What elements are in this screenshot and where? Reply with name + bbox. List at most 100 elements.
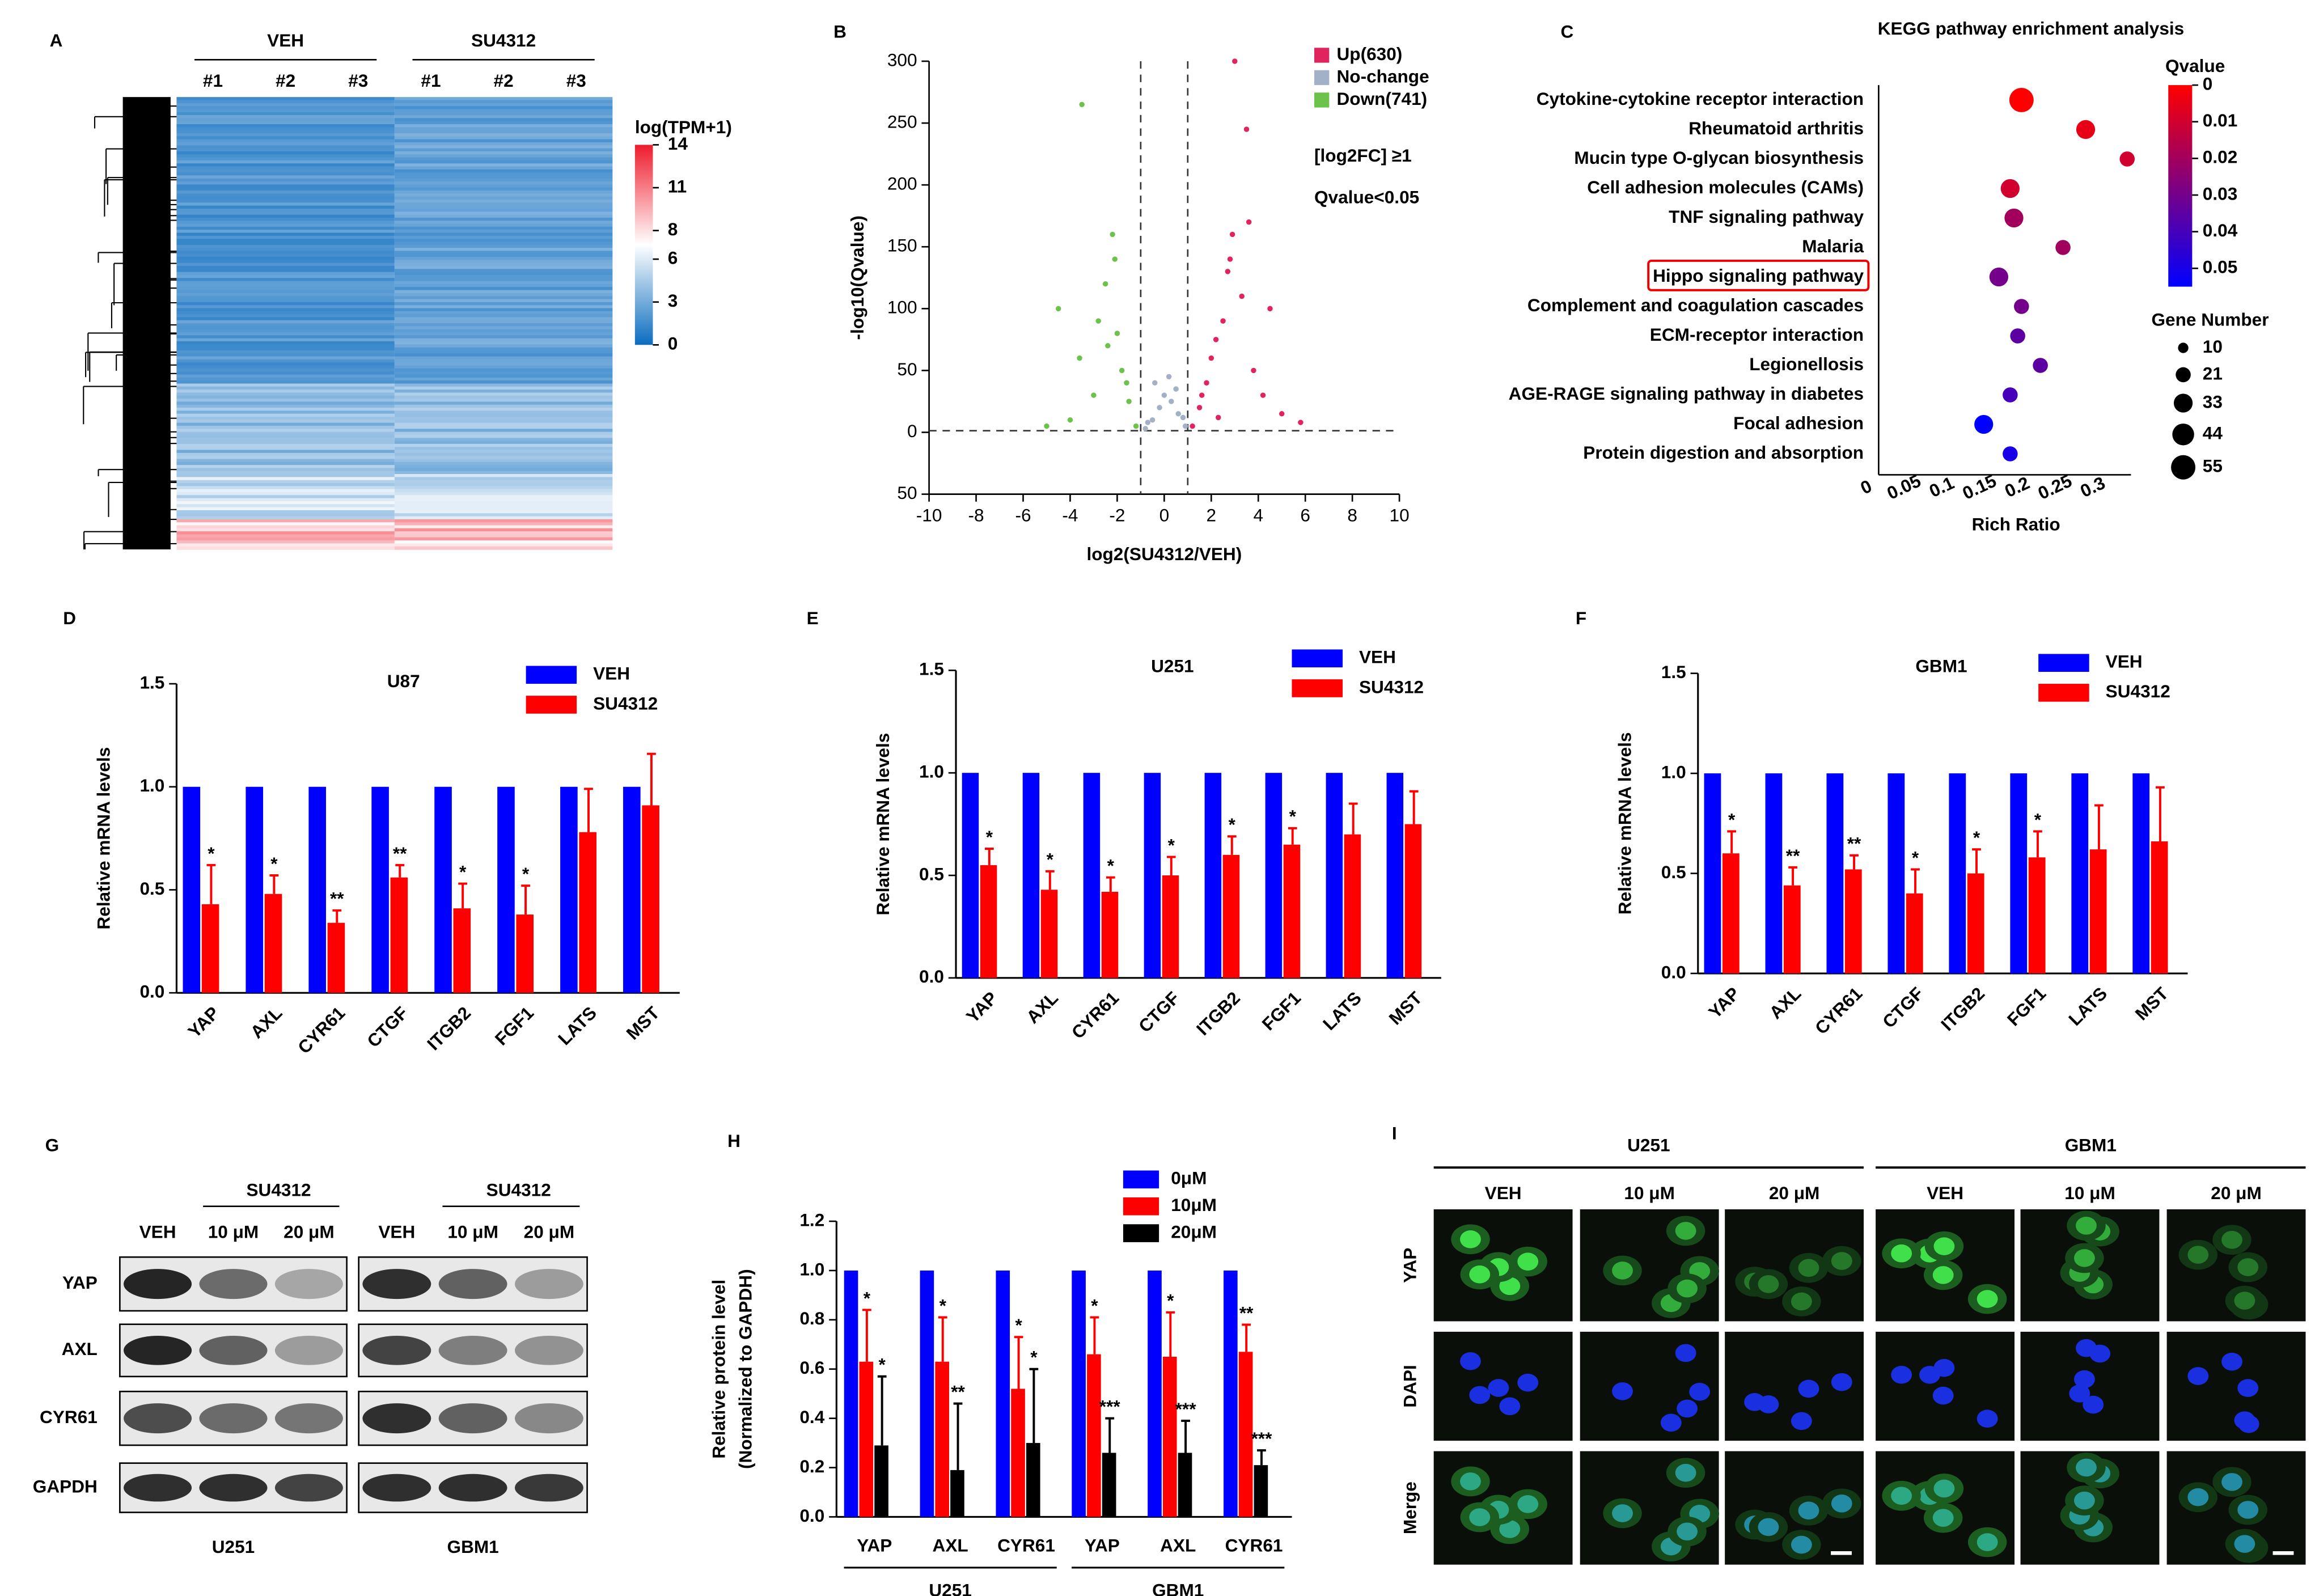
column-label: #2 (494, 70, 514, 91)
heatmap-row (176, 477, 395, 481)
heatmap-row (394, 299, 613, 303)
legend-swatch (2038, 684, 2089, 702)
heatmap-row (394, 281, 613, 285)
significance: * (1728, 809, 1736, 829)
point (1220, 318, 1226, 324)
heatmap-row (176, 450, 395, 454)
heatmap-row (394, 196, 613, 200)
heatmap-row (394, 151, 613, 155)
legend-label: VEH (1359, 647, 1396, 667)
heatmap-row (394, 501, 613, 505)
significance: * (1091, 1295, 1098, 1315)
significance: ** (330, 888, 344, 909)
significance: * (939, 1295, 947, 1315)
legend-label: SU4312 (1359, 676, 1424, 697)
bar (2028, 857, 2046, 973)
heatmap-row (394, 450, 613, 454)
condition-label: 10 μM (1624, 1183, 1675, 1203)
heatmap-row (176, 157, 395, 161)
nucleus (2237, 1258, 2259, 1276)
bubble (2033, 358, 2048, 373)
heatmap-row (394, 410, 613, 414)
heatmap-row (394, 447, 613, 451)
y-tick-label: 300 (887, 49, 917, 70)
bar (1148, 1270, 1162, 1517)
heatmap-row (176, 386, 395, 390)
nucleus (1758, 1275, 1779, 1293)
heatmap-row (394, 118, 613, 122)
band (124, 1403, 192, 1434)
nucleus (1675, 1222, 1696, 1240)
x-axis-label: log2(SU4312/VEH) (1086, 544, 1242, 564)
point (1204, 380, 1209, 386)
x-tick-label: YAP (184, 1002, 223, 1042)
bar (264, 894, 282, 993)
size-legend-label: 10 (2203, 336, 2223, 357)
heatmap-row (176, 196, 395, 200)
heatmap-row (394, 368, 613, 372)
panel-label: H (727, 1131, 740, 1151)
size-legend-dot (2171, 455, 2196, 480)
significance: * (522, 863, 530, 884)
heatmap-row (176, 269, 395, 273)
heatmap-row (394, 510, 613, 514)
heatmap-row (394, 106, 613, 110)
x-tick-label: AXL (1022, 988, 1062, 1027)
heatmap-row (176, 462, 395, 465)
heatmap-row (176, 193, 395, 197)
heatmap-row (176, 434, 395, 439)
band (362, 1269, 431, 1299)
significance: * (208, 843, 215, 863)
group-label: SU4312 (471, 30, 536, 50)
colorbar-tick-label: 0.05 (2203, 257, 2237, 277)
heatmap-row (394, 211, 613, 215)
band (438, 1474, 507, 1502)
point (1077, 355, 1082, 361)
point (1105, 343, 1111, 349)
x-tick-label: YAP (1085, 1535, 1120, 1555)
bar (980, 865, 997, 978)
heatmap-row (176, 377, 395, 381)
y-tick-label: 50 (897, 359, 917, 379)
annotation: Qvalue<0.05 (1314, 187, 1419, 208)
bar (516, 915, 534, 993)
heatmap-row (176, 456, 395, 460)
nucleus (1791, 1535, 1812, 1554)
x-tick-label: CYR61 (1225, 1535, 1283, 1555)
heatmap-row (394, 190, 613, 194)
heatmap-row (176, 248, 395, 252)
y-axis-label: Relative protein level (708, 1280, 729, 1459)
heatmap-row (394, 184, 613, 188)
heatmap-row (176, 540, 395, 544)
heatmap-row (176, 205, 395, 209)
significance: * (1912, 847, 1919, 867)
heatmap-row (394, 296, 613, 300)
significance: * (879, 1354, 886, 1375)
heatmap-row (394, 226, 613, 231)
heatmap-row (176, 283, 395, 288)
heatmap-row (394, 438, 613, 442)
point (1199, 392, 1205, 398)
nucleus (1831, 1252, 1852, 1270)
point (1227, 256, 1233, 262)
y-tick-label: 50 (897, 482, 917, 503)
heatmap-row (176, 202, 395, 206)
bar (1162, 875, 1179, 978)
heatmap-row (176, 537, 395, 541)
heatmap-row (176, 429, 395, 433)
bar (1162, 1357, 1177, 1517)
legend-label: Up(630) (1336, 44, 1402, 64)
protein-label: YAP (62, 1272, 98, 1293)
y-tick-label: 0.0 (139, 981, 164, 1001)
x-tick-label: 2 (1207, 505, 1217, 525)
heatmap-row (394, 347, 613, 351)
heatmap-row (394, 133, 613, 137)
bar (497, 786, 515, 993)
significance: ** (393, 843, 407, 863)
heatmap-row (176, 350, 395, 354)
heatmap-row (394, 341, 613, 345)
bar (2132, 773, 2150, 973)
colorbar-tick-label: 8 (668, 219, 678, 239)
bar (874, 1445, 888, 1517)
